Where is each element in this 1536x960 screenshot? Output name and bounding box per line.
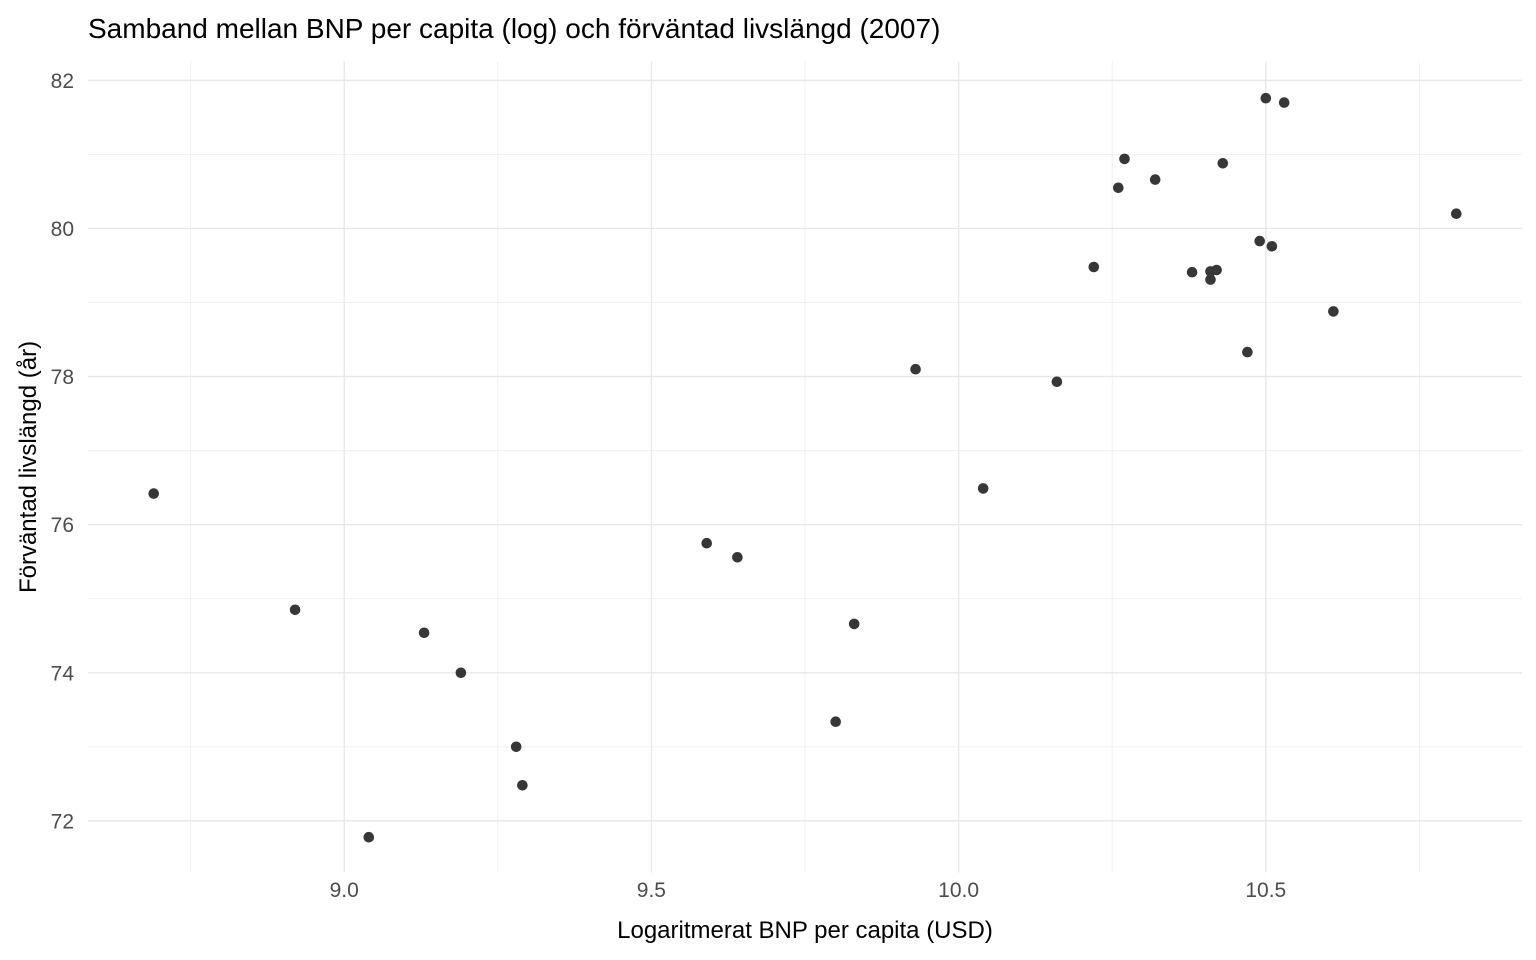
- data-point: [517, 780, 528, 791]
- data-point: [910, 363, 921, 375]
- data-point: [1211, 264, 1222, 276]
- x-tick-label: 9.0: [330, 879, 359, 902]
- y-tick-label: 72: [51, 810, 74, 833]
- data-point: [1088, 261, 1100, 273]
- y-tick-label: 80: [51, 218, 74, 241]
- data-point: [977, 483, 989, 494]
- data-point: [1119, 153, 1130, 165]
- data-point: [1149, 174, 1161, 185]
- data-point: [363, 831, 375, 843]
- grid-minor-lines: [88, 61, 1522, 873]
- y-tick-label: 82: [51, 70, 74, 93]
- y-tick-label: 78: [51, 366, 74, 389]
- data-point: [418, 627, 430, 639]
- data-point: [148, 488, 159, 499]
- data-point: [510, 741, 522, 753]
- data-point: [455, 667, 467, 679]
- data-point: [1266, 241, 1278, 252]
- data-point: [1242, 346, 1253, 358]
- data-point: [289, 604, 301, 616]
- data-point: [830, 716, 841, 727]
- data-point: [1278, 97, 1290, 108]
- grid-major-lines: [88, 61, 1522, 873]
- scatter-points: [148, 92, 1462, 843]
- y-axis-title: Förväntad livslängd (år): [15, 341, 42, 593]
- y-tick-labels: 72 74 76 78 80 82: [51, 70, 75, 834]
- y-tick-label: 76: [51, 514, 74, 537]
- plot-title: Samband mellan BNP per capita (log) och …: [88, 13, 940, 44]
- y-tick-label: 74: [51, 662, 75, 685]
- data-point: [1254, 235, 1265, 247]
- x-tick-label: 9.5: [637, 879, 666, 902]
- x-tick-label: 10.5: [1245, 879, 1286, 902]
- x-axis-title: Logaritmerat BNP per capita (USD): [617, 917, 993, 944]
- data-point: [848, 618, 860, 630]
- data-point: [1205, 274, 1216, 285]
- data-point: [1113, 182, 1124, 194]
- data-point: [701, 537, 712, 549]
- data-point: [1217, 158, 1229, 169]
- data-point: [1260, 92, 1272, 104]
- data-point: [1186, 266, 1198, 278]
- data-point: [1051, 376, 1063, 388]
- data-point: [1328, 306, 1339, 317]
- data-point: [1451, 208, 1462, 219]
- x-tick-labels: 9.0 9.5 10.0 10.5: [330, 879, 1287, 902]
- x-tick-label: 10.0: [938, 879, 979, 902]
- data-point: [732, 552, 743, 563]
